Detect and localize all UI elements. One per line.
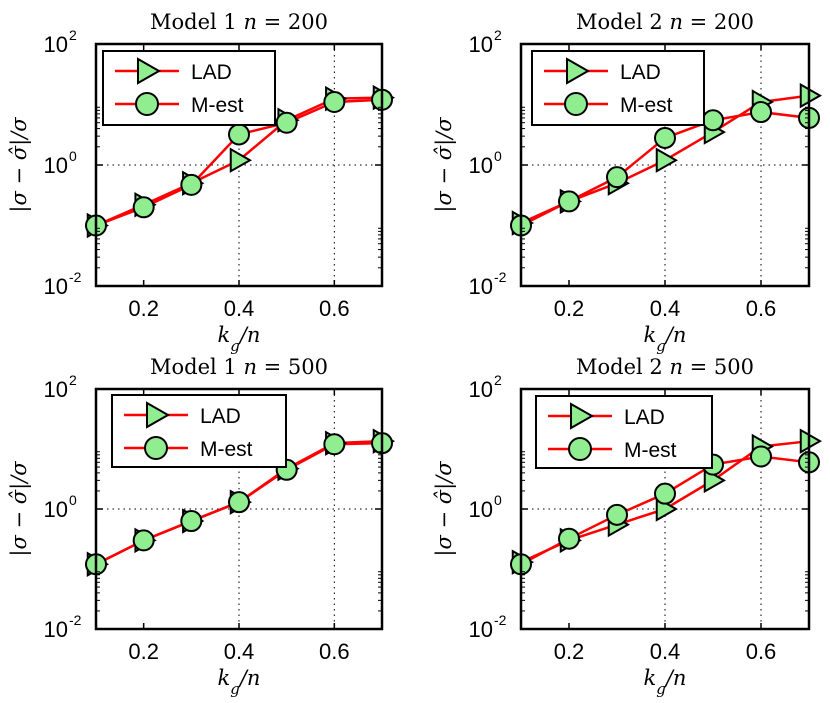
legend-label-1: LAD bbox=[191, 61, 232, 84]
m-est-point bbox=[323, 433, 346, 456]
m-est-point bbox=[654, 126, 676, 149]
y-tick-label-base: 10 bbox=[469, 274, 493, 299]
y-tick-label-exponent: 2 bbox=[69, 27, 77, 43]
y-tick-label-base: 10 bbox=[44, 274, 68, 299]
y-tick-label-exponent: -2 bbox=[69, 269, 82, 285]
legend-marker-lad bbox=[146, 401, 171, 429]
y-tick-label-base: 10 bbox=[469, 153, 493, 178]
x-tick-label: 0.6 bbox=[319, 639, 350, 664]
m-est-point bbox=[750, 445, 772, 468]
y-tick-label-exponent: -2 bbox=[69, 612, 82, 628]
legend-label-1: LAD bbox=[624, 406, 665, 429]
y-tick-label-base: 10 bbox=[44, 617, 68, 642]
legend-marker-m-est bbox=[135, 92, 159, 116]
y-tick-label-exponent: 0 bbox=[494, 492, 502, 508]
y-tick-label-base: 10 bbox=[469, 617, 493, 642]
x-axis-label: kg/n bbox=[218, 666, 261, 698]
x-tick-label: 0.6 bbox=[746, 639, 777, 664]
x-axis-label: kg/n bbox=[644, 666, 687, 698]
legend: LAD M-est bbox=[535, 395, 713, 469]
y-tick-label-exponent: 0 bbox=[494, 148, 502, 164]
y-tick-label-base: 10 bbox=[469, 32, 493, 57]
m-est-point bbox=[228, 491, 250, 514]
x-tick-label: 0.4 bbox=[650, 296, 681, 321]
y-tick-label-exponent: 0 bbox=[69, 148, 77, 164]
y-axis-label: |σ − σ̂|/σ bbox=[432, 117, 457, 213]
y-tick-label-base: 10 bbox=[469, 377, 493, 402]
legend-label-2: M-est bbox=[200, 438, 253, 461]
m-est-point bbox=[606, 166, 628, 189]
m-est-point bbox=[132, 529, 155, 552]
x-tick-label: 0.2 bbox=[554, 296, 585, 321]
x-tick-label: 0.2 bbox=[554, 639, 585, 664]
y-axis-label: |σ − σ̂|/σ bbox=[7, 461, 32, 557]
legend-marker-m-est bbox=[564, 92, 588, 116]
legend: LAD M-est bbox=[111, 394, 287, 468]
y-tick-label-base: 10 bbox=[44, 153, 68, 178]
legend-label-1: LAD bbox=[620, 61, 661, 84]
y-tick-label-base: 10 bbox=[44, 497, 68, 522]
chart-title: Model 1 n = 200 bbox=[150, 10, 328, 34]
legend-marker-m-est bbox=[568, 437, 592, 461]
m-est-point bbox=[180, 173, 203, 196]
m-est-point bbox=[323, 90, 346, 113]
x-axis-label: kg/n bbox=[644, 323, 687, 355]
m-est-point bbox=[275, 111, 298, 134]
y-tick-label-base: 10 bbox=[44, 32, 68, 57]
m-est-point bbox=[558, 527, 580, 550]
m-est-point bbox=[132, 196, 155, 219]
m-est-point bbox=[654, 482, 676, 505]
m-est-point bbox=[750, 101, 772, 124]
y-tick-label-exponent: -2 bbox=[494, 612, 507, 628]
legend: LAD M-est bbox=[531, 50, 705, 126]
x-tick-label: 0.4 bbox=[224, 296, 255, 321]
m-est-point bbox=[228, 123, 250, 146]
y-axis-label: |σ − σ̂|/σ bbox=[7, 117, 32, 213]
legend-box bbox=[102, 50, 276, 126]
legend-label-2: M-est bbox=[191, 94, 244, 117]
x-tick-label: 0.4 bbox=[224, 639, 255, 664]
lad-point bbox=[229, 147, 253, 173]
m-est-point bbox=[558, 190, 580, 213]
lad-point bbox=[655, 147, 679, 173]
legend-marker-m-est bbox=[144, 436, 168, 460]
lad-point bbox=[799, 82, 823, 109]
legend-box bbox=[531, 50, 705, 126]
x-tick-label: 0.2 bbox=[128, 296, 159, 321]
m-est-point bbox=[702, 109, 724, 132]
legend-label-2: M-est bbox=[624, 439, 677, 462]
m-est-point bbox=[180, 510, 203, 533]
x-tick-label: 0.6 bbox=[319, 296, 350, 321]
legend-label-1: LAD bbox=[200, 405, 241, 428]
y-tick-label-exponent: 2 bbox=[494, 27, 502, 43]
chart-title: Model 2 n = 200 bbox=[576, 10, 754, 34]
legend-marker-lad bbox=[570, 402, 595, 430]
y-axis-label: |σ − σ̂|/σ bbox=[432, 461, 457, 557]
chart-title: Model 2 n = 500 bbox=[576, 355, 754, 379]
y-tick-label-base: 10 bbox=[44, 377, 68, 402]
x-axis-label: kg/n bbox=[218, 323, 261, 355]
lad-point bbox=[799, 428, 823, 454]
y-tick-label-exponent: 0 bbox=[69, 492, 77, 508]
legend-marker-lad bbox=[566, 57, 591, 85]
legend-box bbox=[111, 394, 287, 468]
legend: LAD M-est bbox=[102, 50, 276, 126]
legend-label-2: M-est bbox=[620, 94, 673, 117]
x-tick-label: 0.6 bbox=[746, 296, 777, 321]
x-tick-label: 0.2 bbox=[128, 639, 159, 664]
x-tick-label: 0.4 bbox=[650, 639, 681, 664]
chart-title: Model 1 n = 500 bbox=[150, 355, 328, 379]
y-tick-label-exponent: 2 bbox=[69, 372, 77, 388]
y-tick-label-base: 10 bbox=[469, 497, 493, 522]
y-tick-label-exponent: 2 bbox=[494, 372, 502, 388]
m-est-point bbox=[606, 503, 628, 526]
legend-box bbox=[535, 395, 713, 469]
y-tick-label-exponent: -2 bbox=[494, 269, 507, 285]
legend-marker-lad bbox=[137, 57, 162, 85]
